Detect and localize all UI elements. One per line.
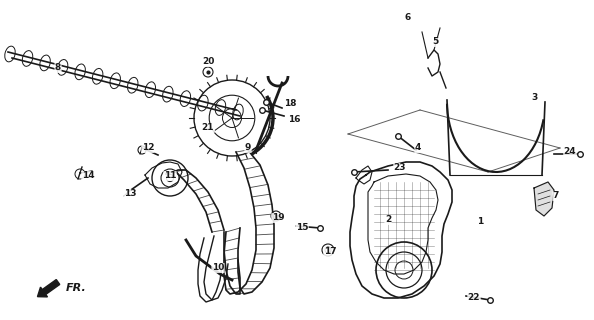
Text: 10: 10 [212, 263, 224, 273]
Text: 9: 9 [245, 143, 251, 153]
Text: 6: 6 [405, 13, 411, 22]
Text: 4: 4 [415, 143, 421, 153]
Text: 8: 8 [55, 63, 61, 73]
Text: 12: 12 [142, 143, 154, 153]
Polygon shape [534, 182, 554, 216]
Text: 18: 18 [284, 100, 296, 108]
Text: 15: 15 [296, 223, 308, 233]
Text: 23: 23 [394, 164, 406, 172]
Text: 3: 3 [532, 93, 538, 102]
Text: 5: 5 [432, 37, 438, 46]
Text: 2: 2 [385, 215, 391, 225]
Text: 17: 17 [324, 247, 336, 257]
Text: 1: 1 [477, 218, 483, 227]
Text: FR.: FR. [66, 283, 87, 293]
Text: 13: 13 [124, 189, 136, 198]
Text: 19: 19 [271, 213, 285, 222]
Text: 20: 20 [202, 58, 214, 67]
Text: 7: 7 [553, 191, 559, 201]
FancyArrow shape [37, 280, 60, 297]
Text: 21: 21 [202, 124, 214, 132]
Text: 24: 24 [564, 148, 576, 156]
Text: 16: 16 [287, 116, 300, 124]
Text: 22: 22 [467, 293, 481, 302]
Text: 11: 11 [164, 172, 176, 180]
Text: 14: 14 [82, 172, 94, 180]
